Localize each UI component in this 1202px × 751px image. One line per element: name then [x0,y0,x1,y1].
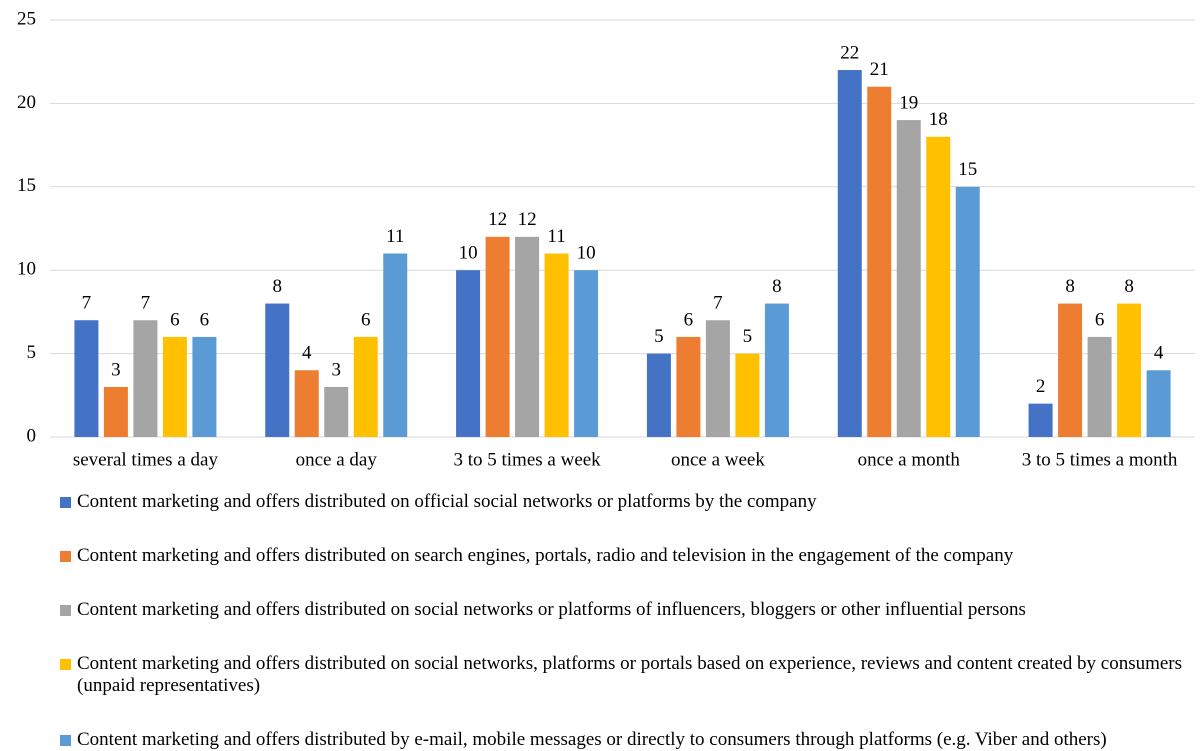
legend-item: Content marketing and offers distributed… [60,653,1198,697]
data-label: 12 [518,209,537,230]
legend-swatch [60,605,71,616]
legend-label: Content marketing and offers distributed… [77,653,1183,696]
data-label: 6 [361,309,371,330]
data-label: 8 [772,276,782,297]
data-label: 3 [332,359,342,380]
page: 0 5 10 15 20 25 several times a day 7 3 7 6 6 once a… [17,8,1195,750]
data-label: 4 [1154,343,1164,364]
bar [485,236,510,437]
data-label: 8 [1124,276,1134,297]
bar [764,303,789,437]
bar [1087,336,1112,437]
bar [1117,303,1142,437]
bar [705,320,730,437]
bar [867,86,892,437]
data-label: 21 [870,59,889,80]
bar [837,70,862,437]
legend-swatch [60,551,71,562]
x-tick-label: 3 to 5 times a month [1022,449,1178,470]
bar [103,386,128,437]
data-label: 6 [170,309,180,330]
bar [162,336,187,437]
x-tick-label: once a week [671,449,765,470]
legend-swatch [60,659,71,670]
data-label: 10 [459,243,478,264]
y-tick-label: 25 [17,8,36,29]
bar [1028,403,1053,437]
bar [896,120,921,437]
legend-swatch [60,735,71,746]
data-label: 3 [111,359,121,380]
legend-label: Content marketing and offers distributed… [77,729,1107,750]
data-label: 2 [1036,376,1046,397]
y-tick-label: 5 [27,342,37,363]
bar [192,336,217,437]
bar [676,336,701,437]
data-label: 8 [273,276,283,297]
data-label: 7 [82,293,92,314]
bar [456,270,481,437]
y-tick-label: 0 [27,425,37,446]
x-tick-label: once a month [858,449,961,470]
data-label: 6 [1095,309,1105,330]
data-label: 6 [200,309,210,330]
data-label: 19 [899,92,918,113]
legend-label: Content marketing and offers distributed… [77,491,817,512]
legend: Content marketing and offers distributed… [60,491,1198,751]
bar [544,253,569,437]
x-tick-label: 3 to 5 times a week [453,449,601,470]
data-label: 6 [684,309,694,330]
data-label: 5 [654,326,664,347]
data-label: 5 [743,326,753,347]
y-tick-label: 15 [17,175,36,196]
legend-swatch [60,497,71,508]
bar [324,386,349,437]
bar [735,353,760,437]
legend-item: Content marketing and offers distributed… [60,729,1198,751]
x-tick-label: several times a day [73,449,219,470]
bar [1058,303,1083,437]
bar [926,136,951,437]
legend-item: Content marketing and offers distributed… [60,599,1198,621]
bar [574,270,599,437]
legend-label: Content marketing and offers distributed… [77,599,1026,620]
data-label: 11 [386,226,404,247]
data-label: 18 [929,109,948,130]
bar [265,303,290,437]
bar [74,320,99,437]
bar [133,320,158,437]
bar [294,370,319,437]
data-label: 7 [141,293,151,314]
bar [646,353,671,437]
data-label: 15 [958,159,977,180]
data-label: 7 [713,293,723,314]
bar [1146,370,1171,437]
legend-label: Content marketing and offers distributed… [77,545,1014,566]
bar [383,253,408,437]
legend-item: Content marketing and offers distributed… [60,545,1198,567]
legend-item: Content marketing and offers distributed… [60,491,1198,513]
y-tick-label: 10 [17,259,36,280]
data-label: 4 [302,343,312,364]
data-label: 8 [1065,276,1075,297]
data-label: 11 [547,226,565,247]
data-label: 10 [577,243,596,264]
bar [353,336,378,437]
y-tick-label: 20 [17,92,36,113]
data-label: 22 [840,42,859,63]
x-tick-label: once a day [296,449,378,470]
bar [955,186,980,437]
bar [515,236,540,437]
data-label: 12 [488,209,507,230]
